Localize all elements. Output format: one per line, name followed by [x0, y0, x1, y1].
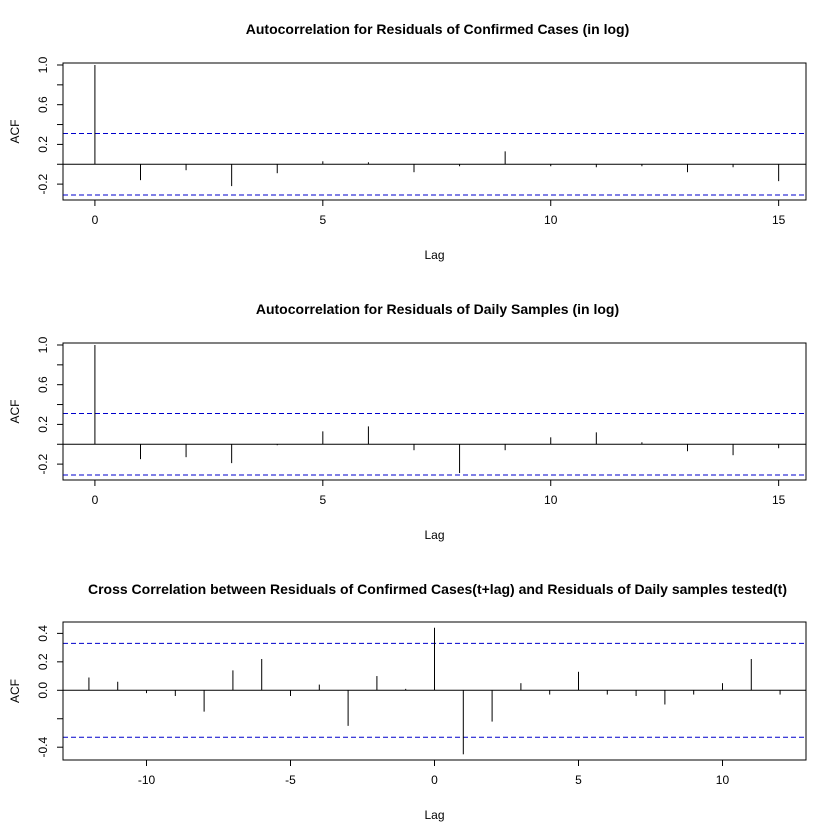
x-axis-label: Lag [424, 248, 444, 262]
x-axis-label: Lag [424, 528, 444, 542]
x-tick-label: 0 [431, 773, 438, 787]
x-tick-label: 0 [92, 213, 99, 227]
y-tick-label: 1.0 [36, 336, 50, 353]
y-tick-label: 0.0 [36, 682, 50, 699]
plot-frame [62, 342, 807, 481]
x-axis: -10 -5 0 5 10 [138, 759, 730, 787]
y-tick-label: 1.0 [36, 56, 50, 73]
y-axis: -0.2 0.2 0.6 1.0 [36, 56, 64, 194]
x-axis-label: Lag [424, 808, 444, 822]
x-axis: 0 5 10 15 [92, 479, 786, 507]
x-tick-label: 10 [716, 773, 730, 787]
y-tick-label: 0.6 [36, 376, 50, 393]
x-tick-label: 15 [772, 213, 786, 227]
x-tick-label: 5 [319, 493, 326, 507]
y-axis: -0.4 0.0 0.2 0.4 [36, 625, 64, 758]
chart-title: Autocorrelation for Residuals of Confirm… [246, 21, 629, 37]
y-tick-label: -0.2 [36, 453, 50, 474]
y-axis: -0.2 0.2 0.6 1.0 [36, 336, 64, 474]
y-tick-label: 0.4 [36, 625, 50, 642]
y-tick-label: 0.6 [36, 96, 50, 113]
y-tick-label: -0.2 [36, 173, 50, 194]
x-tick-label: 10 [544, 213, 558, 227]
correlogram-panel-2: Autocorrelation for Residuals of Daily S… [8, 301, 807, 542]
y-axis-label: ACF [8, 679, 22, 703]
y-tick-label: 0.2 [36, 136, 50, 153]
x-tick-label: 10 [544, 493, 558, 507]
x-tick-label: -10 [138, 773, 156, 787]
y-tick-label: 0.2 [36, 416, 50, 433]
x-axis: 0 5 10 15 [92, 199, 786, 227]
chart-title: Autocorrelation for Residuals of Daily S… [256, 301, 619, 317]
y-axis-label: ACF [8, 120, 22, 144]
y-tick-label: -0.4 [36, 737, 50, 758]
x-tick-label: 5 [575, 773, 582, 787]
plot-frame [62, 62, 807, 201]
chart-title: Cross Correlation between Residuals of C… [88, 581, 787, 597]
correlogram-panel-1: Autocorrelation for Residuals of Confirm… [8, 21, 807, 262]
y-axis-label: ACF [8, 400, 22, 424]
x-tick-label: 15 [772, 493, 786, 507]
x-tick-label: 5 [319, 213, 326, 227]
y-tick-label: 0.2 [36, 653, 50, 670]
correlogram-panel-3: Cross Correlation between Residuals of C… [8, 581, 807, 822]
x-tick-label: -5 [285, 773, 296, 787]
x-tick-label: 0 [92, 493, 99, 507]
